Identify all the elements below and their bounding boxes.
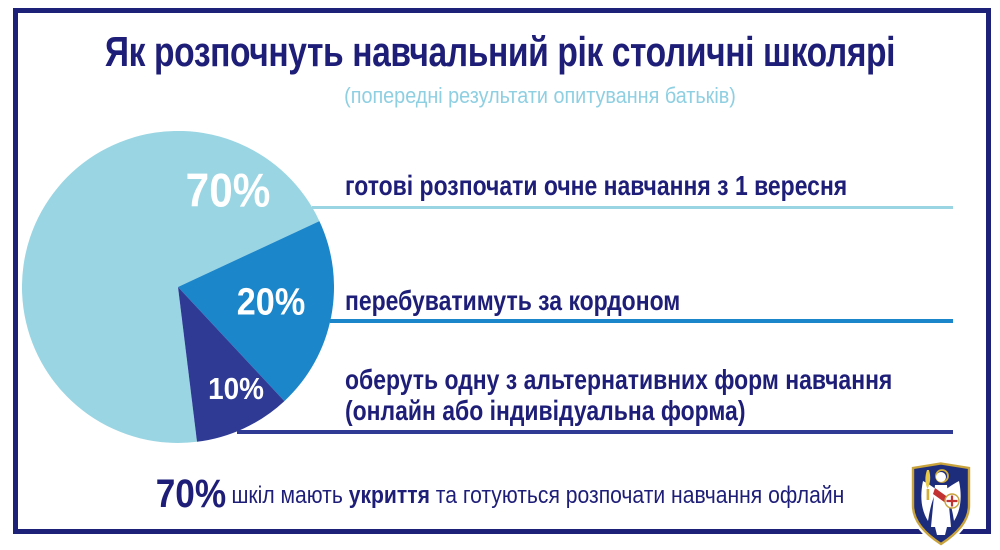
footer-note: 70% шкіл мають укриття та готуються розпо… xyxy=(60,472,940,517)
pie-slice-label-20: 20% xyxy=(236,281,306,324)
kyiv-coat-of-arms-icon xyxy=(910,460,972,548)
pie-svg xyxy=(22,131,334,443)
footer-text-2: та готуються розпочати навчання офлайн xyxy=(429,482,845,509)
pie-slice-20 xyxy=(178,221,334,402)
footer-text-bold: укриття xyxy=(348,482,430,509)
legend-label-70: готові розпочати очне навчання з 1 верес… xyxy=(345,170,848,201)
pie-chart: 70% 20% 10% xyxy=(22,131,334,443)
pie-slice-70 xyxy=(22,131,320,443)
pie-slice-10 xyxy=(178,287,285,442)
pie-slice-label-70: 70% xyxy=(185,163,271,217)
callout-line-70 xyxy=(312,206,953,209)
legend-label-10-line1: оберуть одну з альтернативних форм навча… xyxy=(345,364,893,395)
callout-line-20 xyxy=(330,319,953,323)
legend-label-20: перебуватимуть за кордоном xyxy=(345,285,681,316)
frame-border xyxy=(13,8,991,534)
legend-label-10-line2: (онлайн або індивідуальна форма) xyxy=(345,395,746,426)
pie-slice-label-10: 10% xyxy=(208,371,264,406)
footer-percentage: 70% xyxy=(155,472,227,516)
callout-line-10 xyxy=(237,430,953,434)
page-subtitle: (попередні результати опитування батьків… xyxy=(344,83,736,108)
footer-text-1: шкіл мають xyxy=(231,482,349,509)
legend-label-10: оберуть одну з альтернативних форм навча… xyxy=(345,364,892,426)
page-title: Як розпочнуть навчальний рік столичні шк… xyxy=(104,28,896,75)
